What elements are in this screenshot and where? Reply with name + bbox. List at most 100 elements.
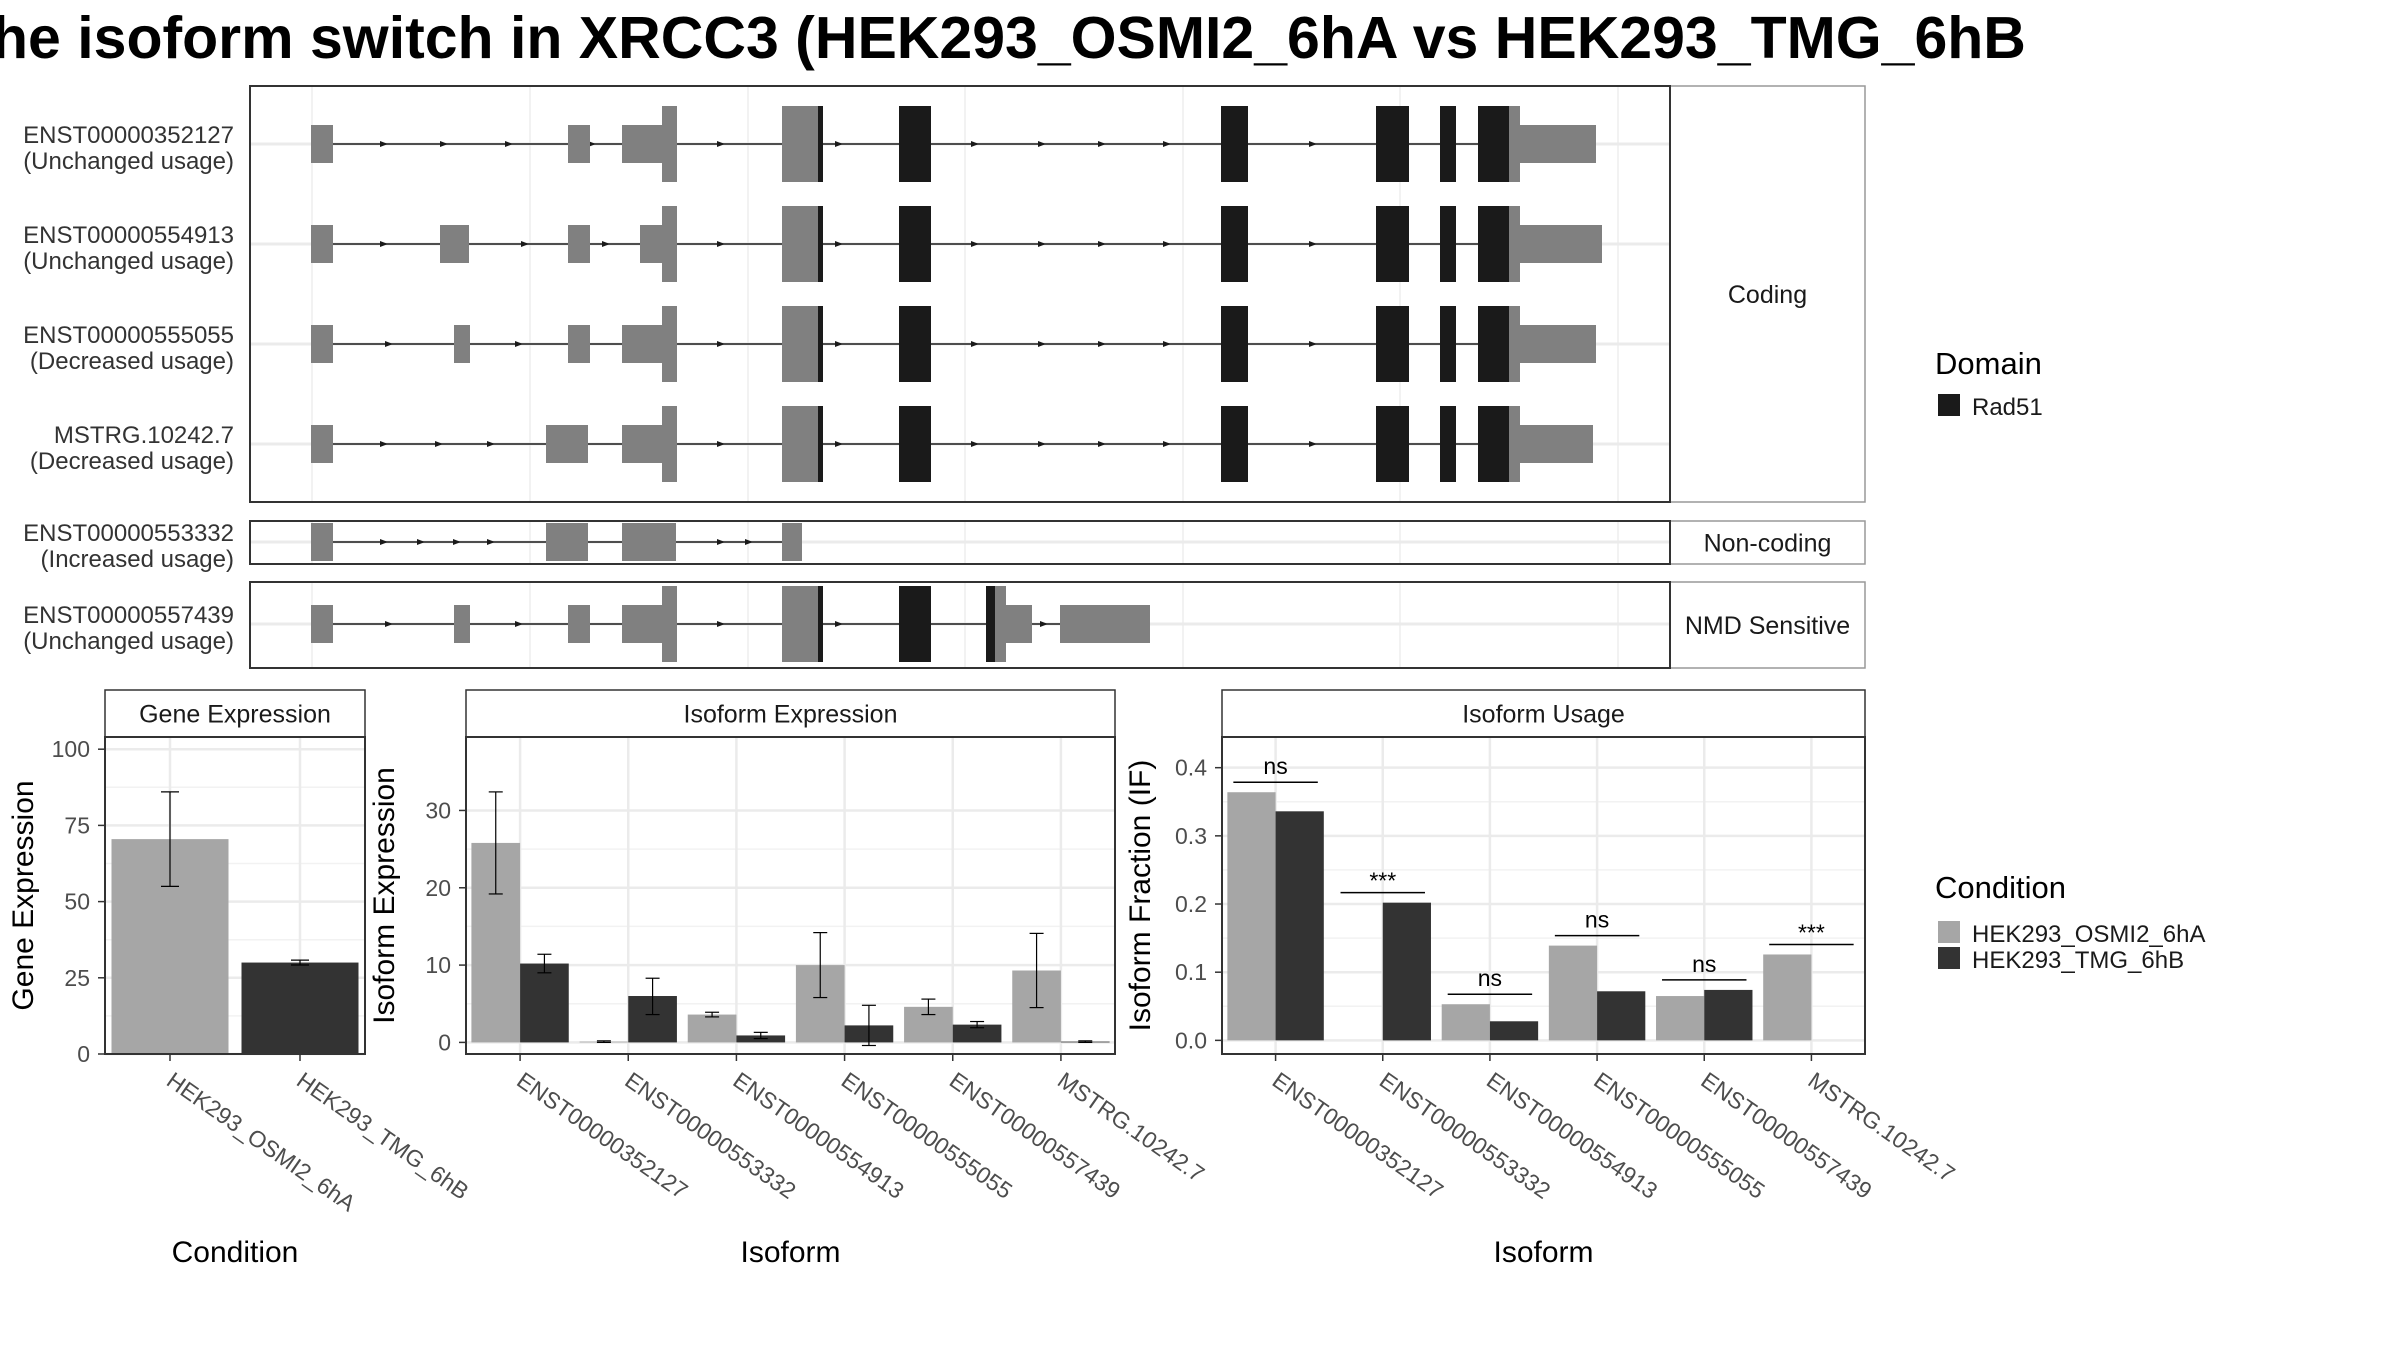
rad51-domain-exon	[899, 206, 931, 282]
isoform-usage-label: (Increased usage)	[41, 546, 234, 573]
bar	[241, 962, 359, 1054]
domain-legend: Domain Rad51	[1935, 346, 2043, 421]
rad51-domain-exon	[1376, 306, 1409, 382]
strand-arrow	[380, 241, 388, 247]
exon	[546, 425, 588, 463]
exon	[1509, 406, 1520, 482]
bar-charts: Gene Expression0255075100HEK293_OSMI2_6h…	[7, 689, 1960, 1269]
exon	[782, 523, 802, 561]
panel-border	[249, 520, 1671, 565]
exon	[546, 523, 588, 561]
strand-arrow	[515, 621, 523, 627]
error-bar	[1029, 932, 1044, 1009]
rad51-domain-exon	[899, 406, 931, 482]
x-axis-title: Condition	[172, 1236, 299, 1269]
rad51-domain-exon	[1221, 406, 1248, 482]
strand-arrow	[1038, 441, 1046, 447]
rad51-domain-exon	[1478, 106, 1509, 182]
strand-arrow	[1038, 141, 1046, 147]
strand-arrow	[717, 441, 725, 447]
y-tick-label: 0.1	[1175, 959, 1207, 985]
strand-arrow	[835, 141, 843, 147]
rad51-domain-exon	[818, 586, 823, 662]
strand-arrow	[717, 141, 725, 147]
chart-border	[1221, 736, 1866, 1055]
y-tick-label: 50	[64, 889, 90, 915]
chart-strip	[465, 689, 1116, 738]
isoform-label: ENST00000352127	[23, 122, 234, 149]
rad51-domain-exon	[1376, 406, 1409, 482]
strand-arrow	[417, 539, 425, 545]
exon	[454, 605, 470, 643]
y-tick-label: 0.2	[1175, 891, 1207, 917]
facet-strip	[1669, 520, 1866, 565]
x-axis-title: Isoform	[740, 1236, 840, 1269]
chart-border	[465, 736, 1116, 1055]
exon	[622, 125, 662, 163]
exon	[662, 406, 677, 482]
exon	[311, 425, 333, 463]
strand-arrow	[487, 441, 495, 447]
exon	[311, 325, 333, 363]
exon	[1520, 325, 1596, 363]
strand-arrow	[835, 441, 843, 447]
rad51-domain-exon	[1440, 406, 1456, 482]
exon	[662, 206, 677, 282]
strand-arrow	[971, 241, 979, 247]
bar	[1382, 902, 1431, 1041]
bar	[1441, 1004, 1490, 1041]
exon	[782, 306, 818, 382]
chart-border	[104, 736, 366, 1055]
condition-legend-swatch-1	[1938, 921, 1960, 943]
y-tick-label: 0.3	[1175, 823, 1207, 849]
strand-arrow	[385, 621, 393, 627]
exon	[568, 125, 590, 163]
bar	[1597, 991, 1646, 1041]
strand-arrow	[1163, 441, 1171, 447]
rad51-domain-exon	[1221, 206, 1248, 282]
exon	[311, 605, 333, 643]
bar-chart-2: Isoform Expression0102030ENST00000352127…	[368, 689, 1209, 1269]
error-bar	[488, 791, 503, 895]
exon	[622, 605, 662, 643]
significance-label: ns	[1692, 951, 1716, 977]
rad51-domain-exon	[899, 306, 931, 382]
exon	[1060, 605, 1150, 643]
exon	[662, 306, 677, 382]
bar	[1656, 996, 1705, 1041]
strand-arrow	[1309, 341, 1317, 347]
exon	[782, 406, 818, 482]
transcript-model	[311, 586, 1150, 662]
isoform-label: ENST00000555055	[23, 322, 234, 349]
exon	[662, 106, 677, 182]
strand-arrow	[380, 539, 388, 545]
isoform-usage-label: (Decreased usage)	[30, 448, 234, 475]
y-tick-label: 20	[425, 875, 451, 901]
strand-arrow	[515, 341, 523, 347]
x-tick-label: ENST00000557439	[1696, 1067, 1876, 1204]
strand-arrow	[835, 341, 843, 347]
isoform-usage-label: (Unchanged usage)	[23, 248, 234, 275]
exon	[1509, 106, 1520, 182]
error-bar	[921, 998, 936, 1016]
condition-legend-label-2: HEK293_TMG_6hB	[1972, 947, 2184, 974]
exon	[782, 586, 818, 662]
chart-strip	[104, 689, 366, 738]
strand-arrow	[835, 621, 843, 627]
isoform-label: ENST00000554913	[23, 222, 234, 249]
strand-arrow	[971, 141, 979, 147]
strand-arrow	[380, 141, 388, 147]
chart-strip	[1221, 689, 1866, 738]
chart-title: Isoform Expression	[684, 701, 898, 729]
transcript-model	[311, 406, 1593, 482]
strand-arrow	[717, 621, 725, 627]
y-axis-title: Isoform Fraction (IF)	[1124, 760, 1157, 1032]
strand-arrow	[440, 141, 448, 147]
error-bar	[291, 959, 309, 966]
isoform-label: MSTRG.10242.7	[54, 422, 234, 449]
panel-border	[249, 85, 1671, 503]
condition-legend-swatch-2	[1938, 947, 1960, 969]
x-tick-label: ENST00000555055	[1589, 1067, 1769, 1204]
bar	[952, 1024, 1002, 1043]
exon	[311, 125, 333, 163]
